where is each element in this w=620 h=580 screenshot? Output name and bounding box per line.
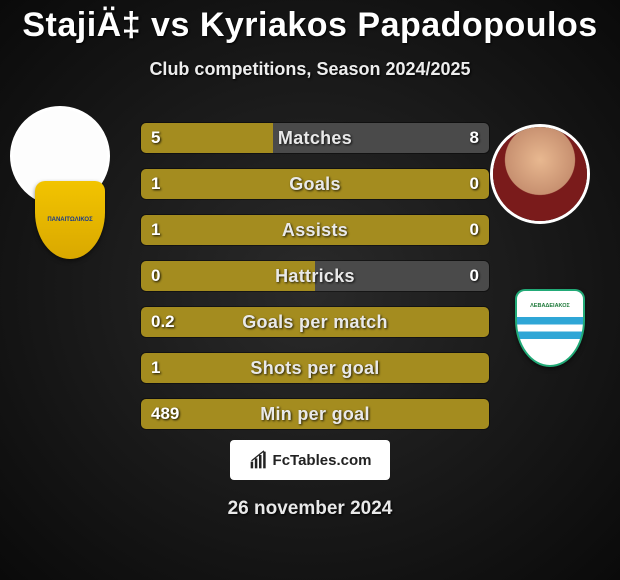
stat-value-left: 1 <box>141 169 170 199</box>
page-title: StajiÄ‡ vs Kyriakos Papadopoulos <box>0 0 620 45</box>
stats-container: Matches58Goals10Assists10Hattricks00Goal… <box>140 122 490 444</box>
stat-row: Min per goal489 <box>140 398 490 430</box>
branding-text: FcTables.com <box>273 452 372 469</box>
stat-label: Goals <box>141 169 489 199</box>
club-badge-right: ΛΕΒΑΔΕΙΑΚΟΣ <box>500 278 600 378</box>
player-right-avatar <box>490 124 590 224</box>
date-text: 26 november 2024 <box>0 498 620 520</box>
stat-row: Hattricks0 0 <box>140 260 490 292</box>
stat-value-right <box>469 307 489 337</box>
stat-value-right <box>469 353 489 383</box>
stat-label: Hattricks <box>141 261 489 291</box>
subtitle: Club competitions, Season 2024/2025 <box>0 59 620 80</box>
stat-row: Shots per goal1 <box>140 352 490 384</box>
stat-row: Goals1 0 <box>140 168 490 200</box>
stat-value-right <box>469 399 489 429</box>
stat-row: Assists1 0 <box>140 214 490 246</box>
player-face-placeholder <box>493 127 587 221</box>
stat-value-left: 0.2 <box>141 307 185 337</box>
stat-value-right: 0 <box>460 215 489 245</box>
branding-box: FcTables.com <box>230 440 390 480</box>
stat-value-left: 1 <box>141 353 170 383</box>
stat-value-left: 0 <box>141 261 170 291</box>
stat-value-right: 0 <box>460 261 489 291</box>
stat-label: Matches <box>141 123 489 153</box>
stat-value-right: 8 <box>460 123 489 153</box>
stat-value-left: 1 <box>141 215 170 245</box>
stat-label: Min per goal <box>141 399 489 429</box>
club-badge-left: ΠΑΝΑΙΤΩΛΙΚΟΣ <box>20 170 120 270</box>
stat-label: Shots per goal <box>141 353 489 383</box>
stat-label: Goals per match <box>141 307 489 337</box>
stat-value-right: 0 <box>460 169 489 199</box>
stat-value-left: 489 <box>141 399 189 429</box>
stat-row: Goals per match0.2 <box>140 306 490 338</box>
shield-icon: ΛΕΒΑΔΕΙΑΚΟΣ <box>515 289 585 367</box>
stat-row: Matches5 8 <box>140 122 490 154</box>
stat-value-left: 5 <box>141 123 170 153</box>
stat-label: Assists <box>141 215 489 245</box>
chart-icon <box>249 450 269 470</box>
badge-left-text: ΠΑΝΑΙΤΩΛΙΚΟΣ <box>47 217 92 223</box>
badge-right-text: ΛΕΒΑΔΕΙΑΚΟΣ <box>530 303 570 309</box>
shield-icon: ΠΑΝΑΙΤΩΛΙΚΟΣ <box>35 181 105 259</box>
